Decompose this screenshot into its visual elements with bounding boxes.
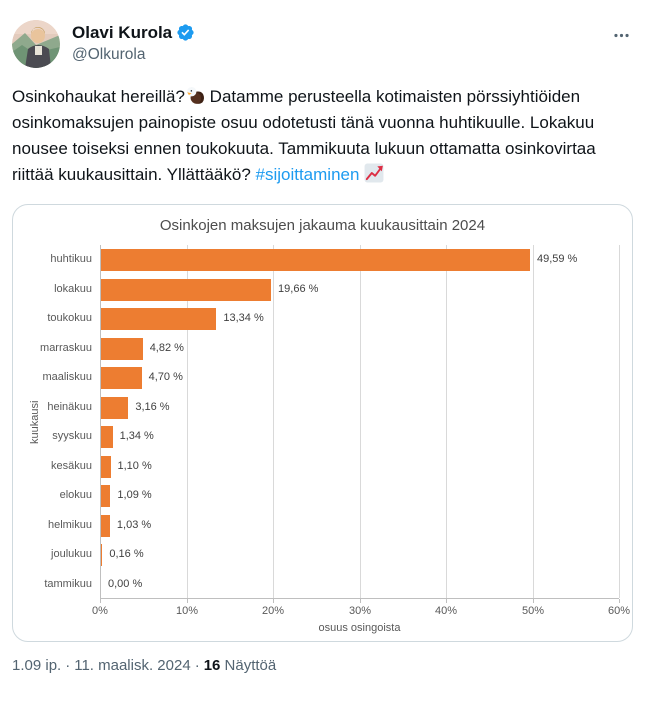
identity-block: Olavi Kurola @Olkurola bbox=[72, 20, 195, 65]
tweet-text: Osinkohaukat hereillä? Datamme perusteel… bbox=[12, 84, 633, 188]
user-handle[interactable]: @Olkurola bbox=[72, 46, 146, 63]
value-label: 4,70 % bbox=[148, 371, 183, 383]
chart-row: heinäkuu 3,16 % bbox=[47, 393, 619, 423]
tick-mark bbox=[533, 599, 534, 603]
meta-separator: · bbox=[65, 657, 71, 674]
value-label: 1,34 % bbox=[119, 430, 154, 442]
tweet-header: Olavi Kurola @Olkurola bbox=[12, 20, 633, 68]
avatar[interactable] bbox=[12, 20, 60, 68]
timestamp-date: 11. maalisk. 2024 bbox=[74, 657, 191, 674]
gridline bbox=[360, 245, 361, 598]
chart-bar bbox=[101, 249, 530, 271]
axis-line bbox=[100, 245, 101, 598]
chart-x-axis-label: osuus osingoista bbox=[318, 622, 401, 634]
chart-row: lokakuu 19,66 % bbox=[54, 275, 619, 305]
chart-row: toukokuu 13,34 % bbox=[47, 304, 619, 334]
value-label: 1,03 % bbox=[116, 518, 152, 531]
chart-bar bbox=[101, 455, 111, 478]
chart-row: elokuu 1,09 % bbox=[60, 481, 619, 511]
chart-bar bbox=[101, 396, 129, 419]
tick-mark bbox=[619, 599, 620, 603]
chart-bar bbox=[101, 337, 143, 360]
category-label: toukokuu bbox=[47, 312, 92, 324]
display-name[interactable]: Olavi Kurola bbox=[72, 23, 173, 42]
chart-row: kesäkuu 1,10 % bbox=[51, 452, 619, 482]
category-label: tammikuu bbox=[44, 577, 92, 590]
category-label: marraskuu bbox=[40, 341, 92, 354]
verified-badge-icon bbox=[177, 24, 194, 41]
tick-mark bbox=[187, 599, 188, 603]
x-tick-label: 40% bbox=[434, 605, 458, 617]
avatar-photo bbox=[12, 20, 60, 68]
x-tick-label: 60% bbox=[607, 605, 631, 617]
value-label: 4,82 % bbox=[149, 341, 184, 354]
chart-row: helmikuu 1,03 % bbox=[48, 511, 619, 541]
x-tick-label: 30% bbox=[348, 605, 372, 617]
eagle-emoji bbox=[186, 86, 204, 104]
category-label: heinäkuu bbox=[47, 400, 92, 413]
chart-bar bbox=[101, 485, 111, 507]
chart-bar bbox=[101, 278, 272, 301]
category-label: helmikuu bbox=[47, 518, 92, 531]
more-icon bbox=[614, 33, 629, 38]
more-button[interactable] bbox=[610, 20, 633, 56]
chart-increasing-emoji bbox=[364, 163, 384, 183]
gridline bbox=[533, 245, 534, 598]
tweet: Olavi Kurola @Olkurola Osinkohaukat here… bbox=[12, 20, 633, 676]
category-label: kesäkuu bbox=[51, 459, 92, 472]
value-label: 1,09 % bbox=[117, 489, 152, 501]
gridline bbox=[446, 245, 447, 598]
chart-row: joulukuu 0,16 % bbox=[51, 540, 619, 570]
tweet-text-segment: Osinkohaukat hereillä? bbox=[12, 87, 185, 106]
hashtag-link[interactable]: #sijoittaminen bbox=[255, 165, 360, 184]
category-label: joulukuu bbox=[51, 548, 92, 560]
views-label: Näyttöä bbox=[224, 657, 277, 674]
chart-row: huhtikuu 49,59 % bbox=[50, 245, 619, 275]
value-label: 3,16 % bbox=[135, 400, 170, 413]
value-label: 49,59 % bbox=[536, 253, 578, 265]
chart-row: marraskuu 4,82 % bbox=[40, 334, 619, 364]
tick-mark bbox=[360, 599, 361, 603]
chart-bar bbox=[101, 308, 217, 330]
category-label: maaliskuu bbox=[42, 371, 92, 383]
value-label: 0,00 % bbox=[108, 577, 143, 590]
timestamp-time: 1.09 ip. bbox=[12, 657, 62, 674]
chart-bar bbox=[101, 426, 113, 448]
tweet-meta: 1.09 ip. · 11. maalisk. 2024 · 16 Näyttöä bbox=[12, 656, 633, 676]
chart-bar bbox=[101, 367, 142, 389]
value-label: 19,66 % bbox=[278, 282, 319, 295]
tick-mark bbox=[100, 599, 101, 603]
category-label: elokuu bbox=[59, 489, 92, 501]
chart-bar bbox=[101, 544, 103, 566]
chart-row: syyskuu 1,34 % bbox=[52, 422, 619, 452]
x-tick-label: 0% bbox=[92, 605, 108, 617]
category-label: lokakuu bbox=[54, 282, 92, 295]
meta-separator: · bbox=[194, 657, 200, 674]
views-count: 16 bbox=[203, 657, 221, 674]
category-label: huhtikuu bbox=[50, 253, 92, 265]
category-label: syyskuu bbox=[52, 430, 92, 442]
tweet-text-main: Datamme perusteella kotimaisten pörssiyh… bbox=[12, 87, 596, 184]
chart-title: Osinkojen maksujen jakauma kuukausittain… bbox=[159, 217, 486, 234]
x-tick-label: 20% bbox=[261, 605, 285, 617]
value-label: 1,10 % bbox=[117, 459, 152, 472]
tick-mark bbox=[273, 599, 274, 603]
x-tick-label: 50% bbox=[521, 605, 545, 617]
chart-row: maaliskuu 4,70 % bbox=[42, 363, 619, 393]
x-tick-label: 10% bbox=[175, 605, 199, 617]
gridline bbox=[619, 245, 620, 598]
chart-plot: huhtikuu 49,59 % lokakuu 19,66 % toukokuu 13,… bbox=[40, 245, 620, 600]
gridline bbox=[273, 245, 274, 598]
chart-bar bbox=[101, 514, 110, 537]
chart-media-card[interactable]: Osinkojen maksujen jakauma kuukausittain… bbox=[12, 204, 633, 642]
value-label: 13,34 % bbox=[223, 312, 264, 324]
gridline bbox=[187, 245, 188, 598]
chart-row: tammikuu 0,00 % bbox=[44, 570, 619, 600]
tick-mark bbox=[446, 599, 447, 603]
value-label: 0,16 % bbox=[109, 548, 144, 560]
